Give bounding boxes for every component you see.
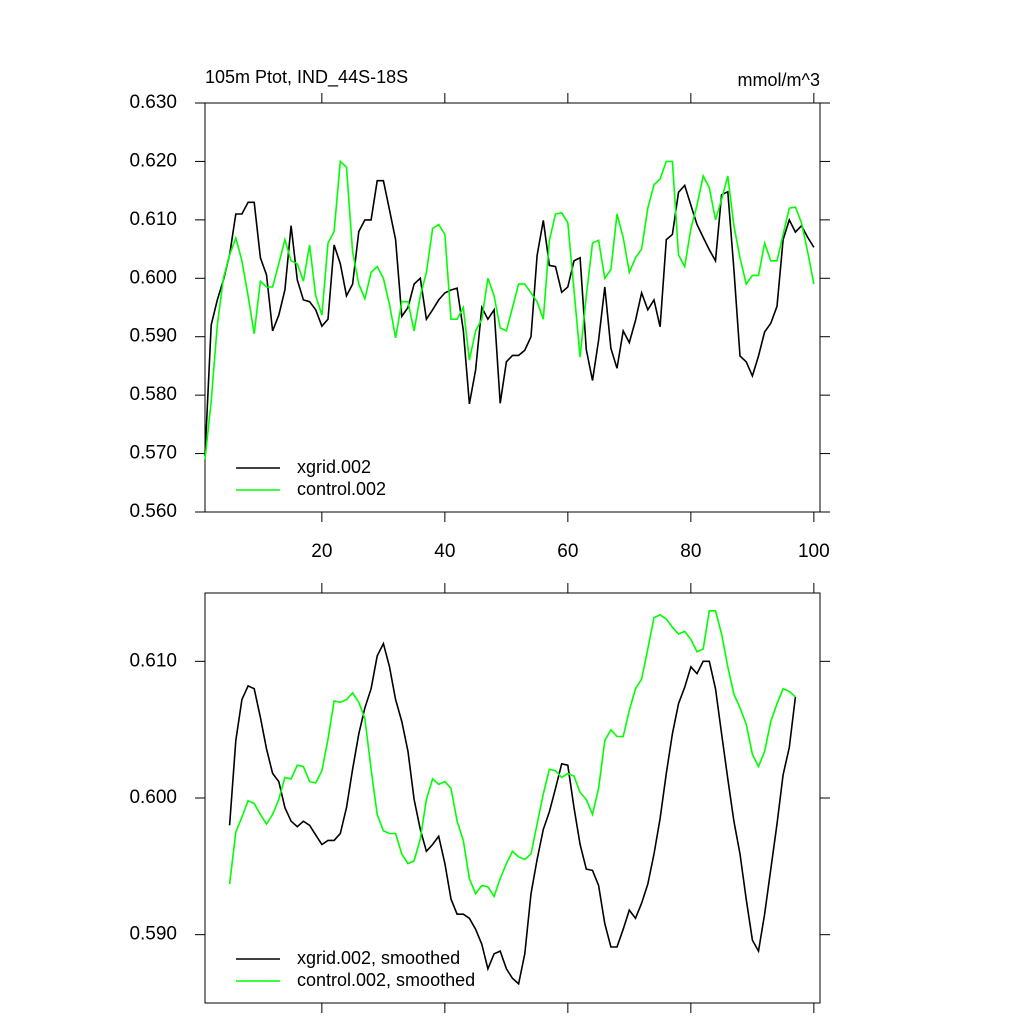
legend-label: control.002, smoothed <box>297 970 475 990</box>
data-line <box>204 159 815 460</box>
y-tick-label: 0.630 <box>129 92 177 113</box>
y-tick-label: 0.610 <box>129 650 177 671</box>
y-tick-label: 0.580 <box>129 384 177 405</box>
y-tick-label: 0.600 <box>129 787 177 808</box>
y-tick-label: 0.590 <box>129 924 177 945</box>
x-tick-label: 40 <box>434 541 455 562</box>
units-label: mmol/m^3 <box>738 70 820 90</box>
plot-frame <box>204 102 821 513</box>
y-tick-label: 0.560 <box>129 501 177 522</box>
data-line <box>228 641 797 986</box>
plot-frame <box>204 592 821 1004</box>
chart-title: 105m Ptot, IND_44S-18S <box>205 67 408 88</box>
y-tick-label: 0.600 <box>129 267 177 288</box>
y-tick-label: 0.610 <box>129 209 177 230</box>
y-tick-label: 0.620 <box>129 150 177 171</box>
x-tick-label: 20 <box>311 541 332 562</box>
data-line <box>228 610 796 899</box>
x-tick-label: 60 <box>557 541 578 562</box>
y-tick-label: 0.590 <box>129 326 177 347</box>
legend-label: xgrid.002 <box>297 457 371 477</box>
x-tick-label: 100 <box>798 541 830 562</box>
x-tick-label: 80 <box>680 541 701 562</box>
data-line <box>204 179 815 456</box>
y-tick-label: 0.570 <box>129 443 177 464</box>
legend-label: xgrid.002, smoothed <box>297 948 460 968</box>
legend-label: control.002 <box>297 479 386 499</box>
